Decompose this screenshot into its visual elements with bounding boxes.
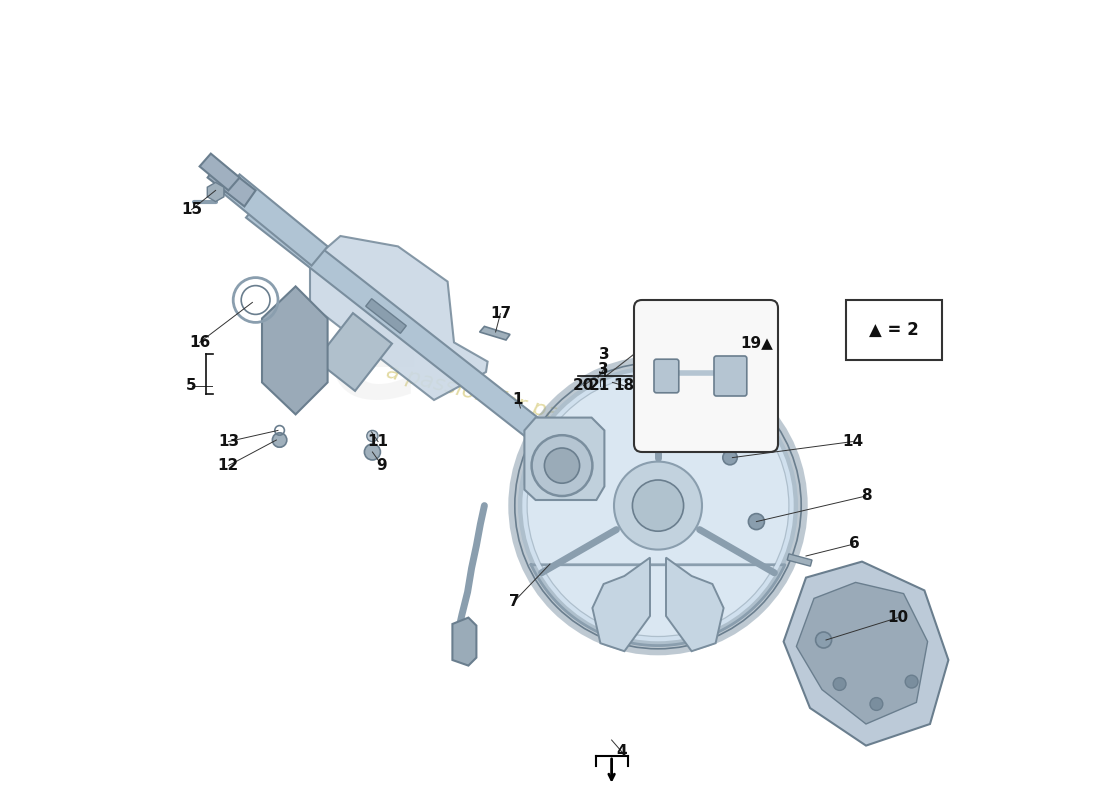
Text: 16: 16: [189, 335, 210, 350]
Text: 4: 4: [617, 745, 627, 759]
Text: 5: 5: [186, 378, 197, 393]
Polygon shape: [199, 154, 240, 190]
Text: 15: 15: [182, 202, 202, 217]
Polygon shape: [531, 565, 785, 646]
Text: 19▲: 19▲: [740, 335, 773, 350]
Text: 12: 12: [218, 458, 239, 473]
FancyBboxPatch shape: [654, 359, 679, 393]
Polygon shape: [310, 236, 487, 400]
Text: ▲ = 2: ▲ = 2: [869, 321, 918, 339]
Circle shape: [748, 514, 764, 530]
Polygon shape: [316, 313, 392, 391]
Text: 18: 18: [613, 378, 635, 393]
Text: 8: 8: [860, 489, 871, 503]
Text: 3: 3: [598, 362, 609, 377]
Text: 21: 21: [588, 378, 610, 393]
Polygon shape: [525, 418, 604, 500]
Text: 1: 1: [513, 393, 524, 407]
FancyBboxPatch shape: [714, 356, 747, 396]
FancyBboxPatch shape: [846, 300, 942, 360]
Text: 13: 13: [218, 434, 239, 449]
Text: 9: 9: [376, 458, 387, 473]
Polygon shape: [246, 200, 564, 456]
Circle shape: [723, 450, 737, 465]
Polygon shape: [208, 162, 255, 206]
Circle shape: [632, 480, 683, 531]
Circle shape: [815, 632, 832, 648]
Circle shape: [544, 448, 580, 483]
Text: 11: 11: [367, 434, 388, 449]
Polygon shape: [593, 558, 650, 651]
Circle shape: [364, 444, 381, 460]
Text: 7: 7: [508, 594, 519, 609]
Circle shape: [905, 675, 918, 688]
Polygon shape: [480, 326, 510, 340]
Polygon shape: [262, 286, 328, 414]
Text: e: e: [327, 293, 421, 427]
Text: a passion for parts since 1985: a passion for parts since 1985: [384, 362, 716, 462]
Circle shape: [366, 430, 378, 442]
Circle shape: [273, 433, 287, 447]
Polygon shape: [788, 554, 812, 566]
Polygon shape: [223, 174, 328, 266]
Polygon shape: [796, 582, 927, 724]
Circle shape: [833, 678, 846, 690]
Text: 20: 20: [573, 378, 594, 393]
Polygon shape: [452, 618, 476, 666]
Circle shape: [518, 366, 798, 646]
Polygon shape: [666, 558, 724, 651]
Circle shape: [614, 462, 702, 550]
Text: 10: 10: [888, 610, 909, 625]
Polygon shape: [783, 562, 948, 746]
Text: 17: 17: [490, 306, 512, 321]
Text: 6: 6: [848, 537, 859, 551]
Circle shape: [870, 698, 883, 710]
Polygon shape: [365, 298, 406, 334]
Text: 14: 14: [842, 434, 864, 449]
Text: 3: 3: [600, 347, 610, 362]
Circle shape: [531, 435, 593, 496]
FancyBboxPatch shape: [634, 300, 778, 452]
